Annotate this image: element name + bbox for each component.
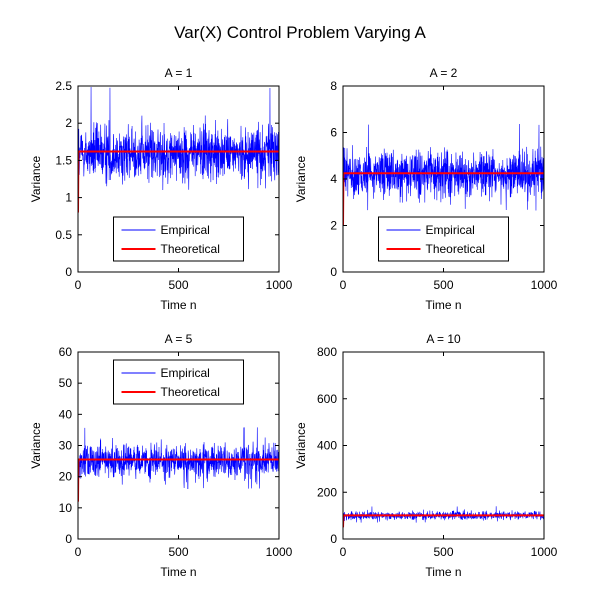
y-tick-label: 1: [65, 191, 72, 205]
y-tick-label: 0: [330, 532, 337, 546]
legend-label-empirical: Empirical: [161, 366, 210, 380]
empirical-series-line: [78, 86, 279, 213]
y-tick-label: 4: [330, 172, 337, 186]
y-tick-label: 200: [317, 485, 337, 499]
legend: Empirical Theoretical: [113, 216, 244, 262]
x-tick-label: 1000: [266, 545, 293, 559]
subplot-2: A = 2 0 500 1000 0 2 4 6 8 Time n Variance Empirica…: [294, 66, 558, 312]
x-tick-label: 500: [168, 545, 188, 559]
y-tick-label: 0: [330, 265, 337, 279]
y-tick-label: 600: [317, 392, 337, 406]
figure-title: Var(X) Control Problem Varying A: [174, 23, 426, 42]
y-tick-label: 30: [59, 439, 73, 453]
y-tick-label: 800: [317, 345, 337, 359]
y-tick-label: 2: [65, 116, 72, 130]
x-axis-label: Time n: [160, 298, 196, 312]
y-tick-label: 6: [330, 126, 337, 140]
empirical-series-line: [78, 427, 279, 502]
subplot-title: A = 2: [430, 66, 458, 80]
x-tick-label: 0: [75, 545, 82, 559]
subplot-title: A = 10: [426, 332, 461, 346]
y-tick-label: 50: [59, 376, 73, 390]
x-tick-label: 0: [340, 545, 347, 559]
legend-box: [113, 216, 244, 262]
subplot-title: A = 1: [165, 66, 193, 80]
y-tick-label: 0: [65, 265, 72, 279]
empirical-series-line: [343, 123, 544, 226]
x-tick-label: 0: [75, 278, 82, 292]
y-tick-label: 1.5: [55, 153, 72, 167]
legend-label-theoretical: Theoretical: [161, 242, 220, 256]
x-axis-label: Time n: [425, 565, 461, 579]
legend-label-empirical: Empirical: [426, 223, 475, 237]
empirical-series-line: [343, 506, 544, 528]
subplot-title: A = 5: [165, 332, 193, 346]
x-tick-label: 500: [433, 278, 453, 292]
y-tick-label: 0: [65, 532, 72, 546]
y-axis-label: Variance: [29, 155, 43, 202]
y-tick-label: 2: [330, 219, 337, 233]
x-tick-label: 500: [433, 545, 453, 559]
subplot-3: A = 5 0 500 1000 0 10 20 30 40 50 60 Time n Variance…: [29, 332, 293, 579]
x-axis-label: Time n: [425, 298, 461, 312]
y-tick-label: 8: [330, 79, 337, 93]
subplot-1: A = 1 0 500 1000 0 0.5 1 1.5 2 2.5 Time n Variance E…: [29, 66, 293, 312]
legend: Empirical Theoretical: [378, 216, 509, 262]
y-axis-label: Variance: [294, 422, 308, 469]
y-tick-label: 400: [317, 439, 337, 453]
subplot-4: A = 10 0 500 1000 0 200 400 600 800 Time n Varianc…: [294, 332, 558, 579]
legend: Empirical Theoretical: [113, 359, 244, 405]
axes-background: [343, 352, 544, 539]
y-axis-label: Variance: [29, 422, 43, 469]
y-tick-label: 0.5: [55, 228, 72, 242]
y-tick-label: 2.5: [55, 79, 72, 93]
y-axis-label: Variance: [294, 155, 308, 202]
x-tick-label: 500: [168, 278, 188, 292]
x-tick-label: 0: [340, 278, 347, 292]
y-tick-label: 10: [59, 501, 73, 515]
legend-box: [113, 359, 244, 405]
y-tick-label: 20: [59, 470, 73, 484]
x-tick-label: 1000: [531, 278, 558, 292]
x-axis-label: Time n: [160, 565, 196, 579]
x-tick-label: 1000: [266, 278, 293, 292]
legend-box: [378, 216, 509, 262]
legend-label-theoretical: Theoretical: [161, 385, 220, 399]
legend-label-theoretical: Theoretical: [426, 242, 485, 256]
x-tick-label: 1000: [531, 545, 558, 559]
y-tick-label: 60: [59, 345, 73, 359]
legend-label-empirical: Empirical: [161, 223, 210, 237]
y-tick-label: 40: [59, 407, 73, 421]
